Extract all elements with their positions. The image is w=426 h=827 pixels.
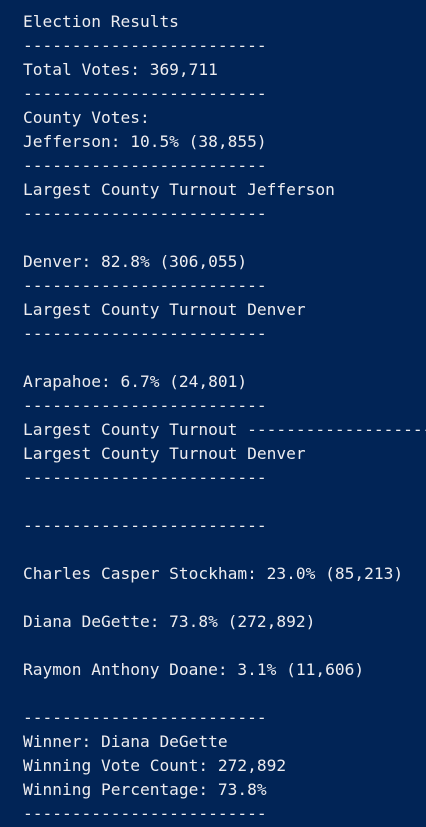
- output-line-candidate-stockham: Charles Casper Stockham: 23.0% (85,213): [23, 564, 404, 583]
- output-line-county-arapahoe: Arapahoe: 6.7% (24,801): [23, 372, 248, 391]
- output-line-separator: -------------------------: [23, 276, 267, 295]
- output-line-winning-percentage: Winning Percentage: 73.8%: [23, 780, 267, 799]
- output-line-separator: -------------------------: [23, 468, 267, 487]
- output-line-county-denver: Denver: 82.8% (306,055): [23, 252, 248, 271]
- output-line-separator: -------------------------: [23, 84, 267, 103]
- output-line-winning-vote-count: Winning Vote Count: 272,892: [23, 756, 287, 775]
- output-line-candidate-degette: Diana DeGette: 73.8% (272,892): [23, 612, 316, 631]
- output-line-winner: Winner: Diana DeGette: [23, 732, 228, 751]
- output-line-separator: -------------------------: [23, 324, 267, 343]
- output-line-largest-turnout: Largest County Turnout Jefferson: [23, 180, 335, 199]
- output-line-county-votes-heading: County Votes:: [23, 108, 150, 127]
- output-line-separator: -------------------------: [23, 708, 267, 727]
- output-line-separator: -------------------------: [23, 516, 267, 535]
- output-line-largest-turnout: Largest County Turnout Denver: [23, 300, 306, 319]
- output-line-candidate-doane: Raymon Anthony Doane: 3.1% (11,606): [23, 660, 365, 679]
- output-line-separator: -------------------------: [23, 36, 267, 55]
- output-line-separator: -------------------------: [23, 396, 267, 415]
- output-line-separator: -------------------------: [23, 156, 267, 175]
- output-line-largest-turnout: Largest County Turnout -----------------…: [23, 420, 426, 439]
- output-line-title: Election Results: [23, 12, 179, 31]
- output-line-county-jefferson: Jefferson: 10.5% (38,855): [23, 132, 267, 151]
- output-line-total-votes: Total Votes: 369,711: [23, 60, 218, 79]
- output-line-separator: -------------------------: [23, 204, 267, 223]
- output-line-largest-turnout: Largest County Turnout Denver: [23, 444, 306, 463]
- output-line-separator: -------------------------: [23, 804, 267, 823]
